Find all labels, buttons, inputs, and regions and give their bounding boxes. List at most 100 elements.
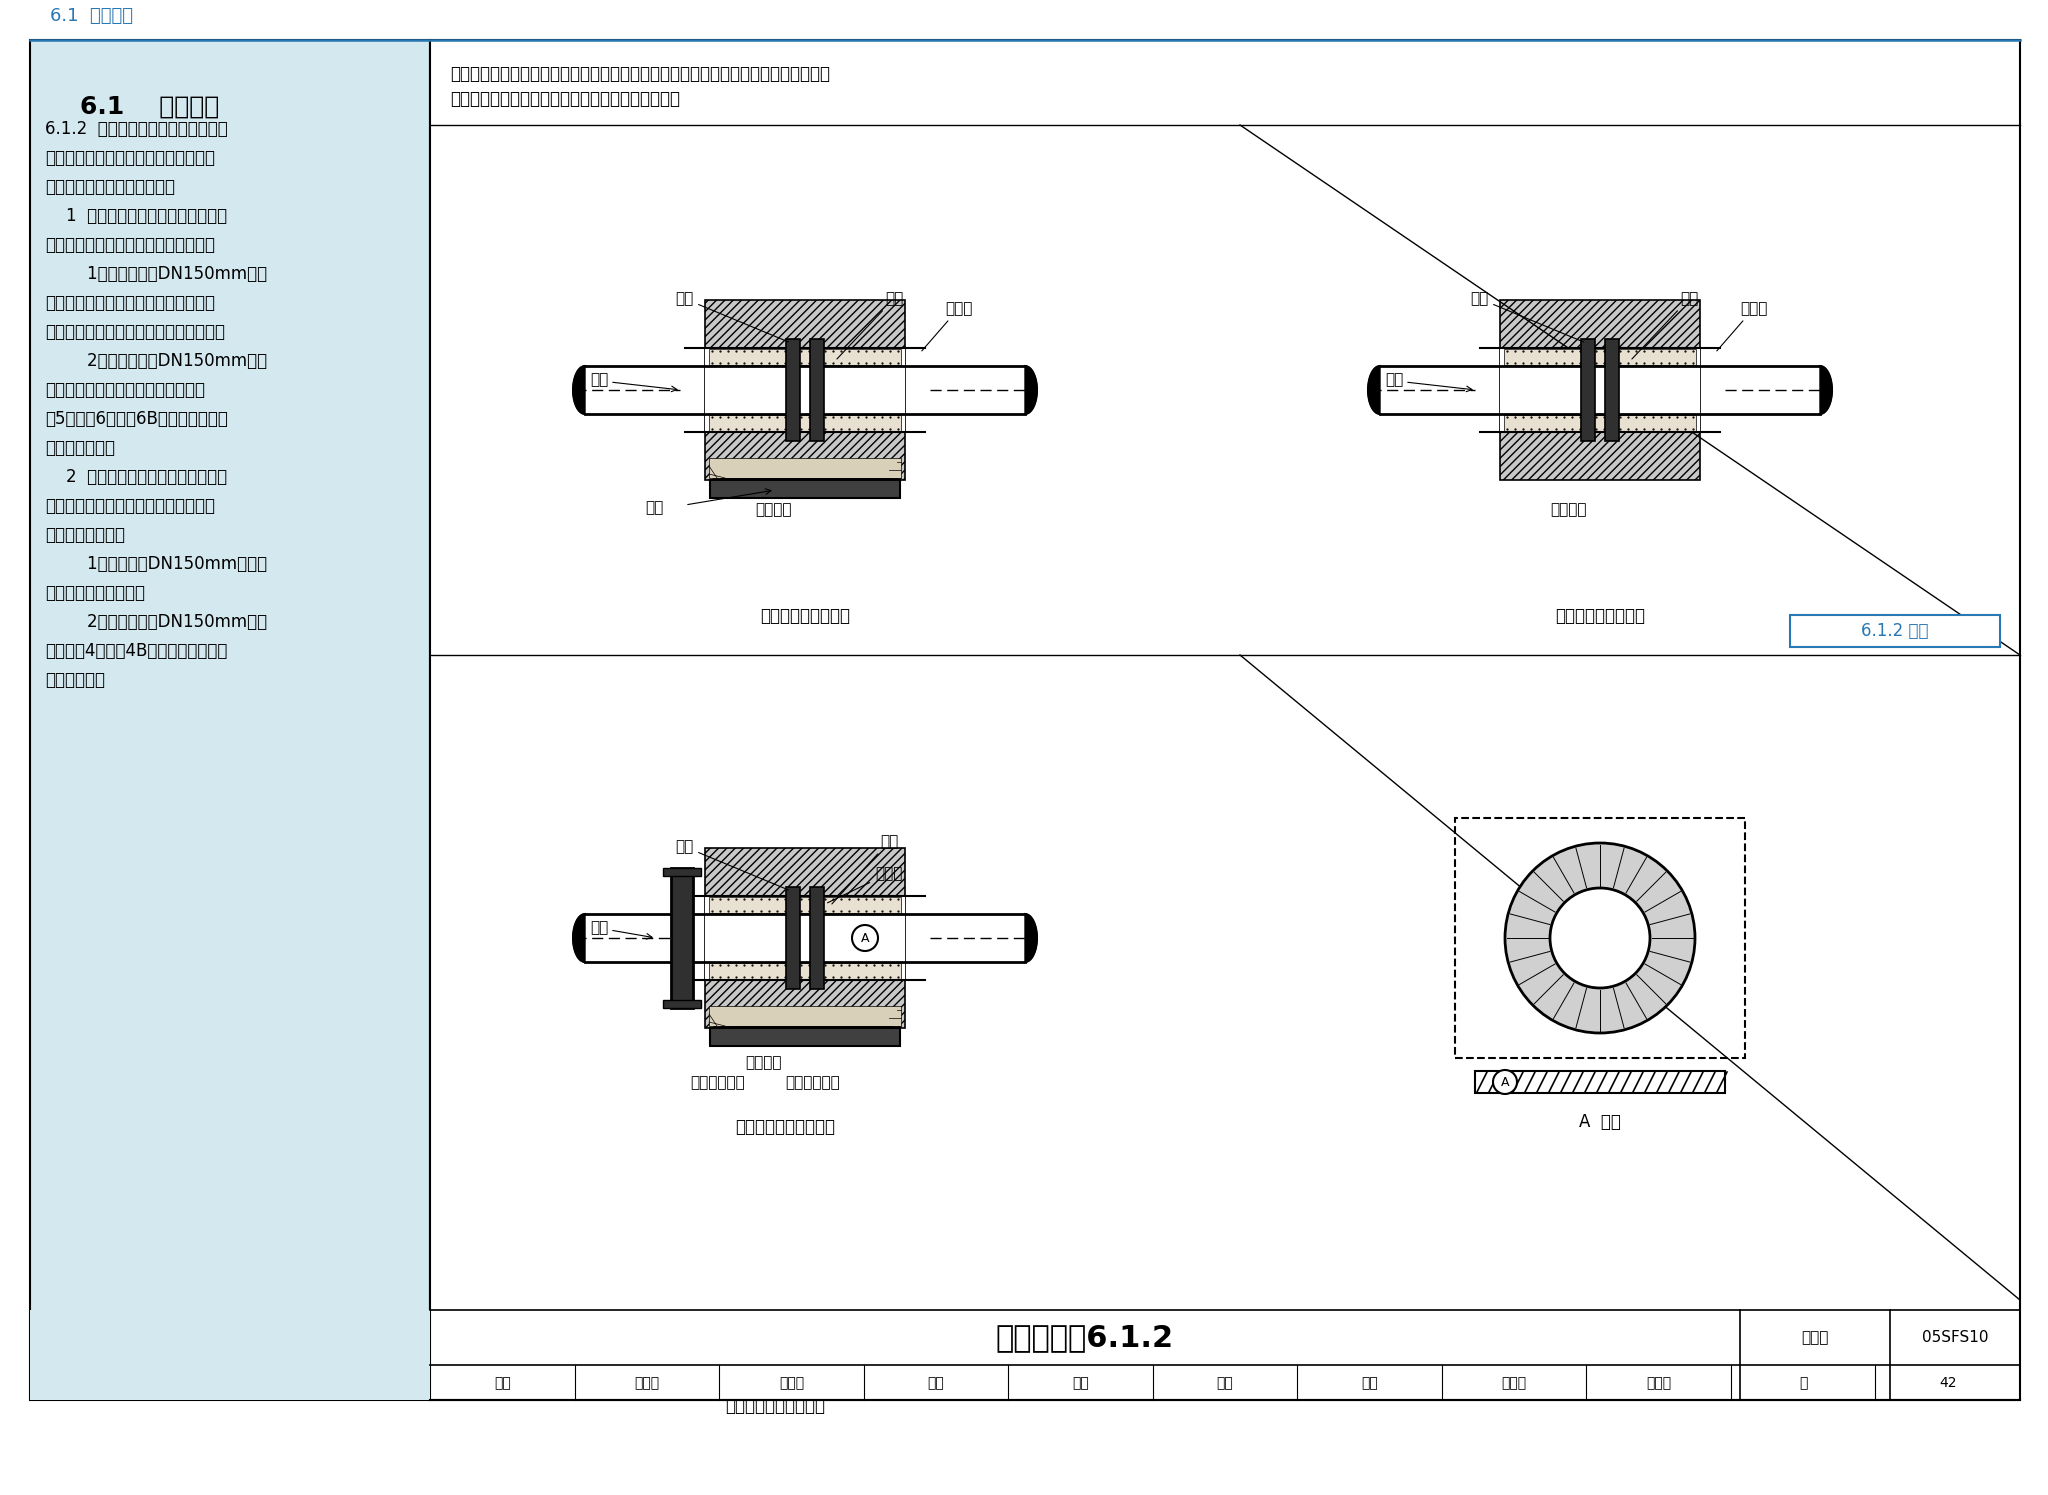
Text: 的刚性防水套管：: 的刚性防水套管： <box>45 526 125 544</box>
Text: 6.1.2  穿过人防围护结构的给水引入: 6.1.2 穿过人防围护结构的给水引入 <box>45 120 227 138</box>
Text: 龙勇: 龙勇 <box>1071 1375 1090 1390</box>
Text: 6.1  一般规定: 6.1 一般规定 <box>49 7 133 25</box>
Bar <box>1454 818 1745 1058</box>
Text: 石棉水泥: 石棉水泥 <box>745 1055 782 1070</box>
Bar <box>709 416 901 431</box>
Bar <box>711 1029 899 1046</box>
Text: 穿墙（穿板）处应设置外侧加防护挡板: 穿墙（穿板）处应设置外侧加防护挡板 <box>45 496 215 514</box>
Bar <box>664 869 700 876</box>
Polygon shape <box>1024 913 1036 961</box>
Text: 42: 42 <box>1939 1375 1956 1390</box>
Text: 丁志诚: 丁志诚 <box>1647 1375 1671 1390</box>
Text: 道穿过核4级、核4B级的甲类防空地下: 道穿过核4级、核4B级的甲类防空地下 <box>45 641 227 659</box>
Bar <box>709 1006 901 1026</box>
Text: 6.1.2 图示: 6.1.2 图示 <box>1862 622 1929 640</box>
Text: 加防护挡板套管图示三: 加防护挡板套管图示三 <box>735 1118 836 1136</box>
Text: 1）管径大于DN150mm的管道: 1）管径大于DN150mm的管道 <box>45 555 266 573</box>
Circle shape <box>1493 1070 1518 1094</box>
Text: 钢管: 钢管 <box>1384 372 1403 387</box>
Text: 下室临空墙时。: 下室临空墙时。 <box>45 440 115 457</box>
Text: 审核: 审核 <box>494 1375 510 1390</box>
Text: 油麻: 油麻 <box>1632 292 1698 359</box>
Polygon shape <box>1368 366 1380 414</box>
Text: 钢套管: 钢套管 <box>827 866 903 903</box>
Bar <box>709 457 901 478</box>
Text: 防空地下室内: 防空地下室内 <box>690 1075 745 1090</box>
Polygon shape <box>573 913 586 961</box>
Text: 翼环: 翼环 <box>676 292 788 342</box>
Text: 护密闭措施应符合下列要求：: 护密闭措施应符合下列要求： <box>45 178 174 196</box>
Text: 室临空墙时。: 室临空墙时。 <box>45 671 104 689</box>
Text: 校对: 校对 <box>928 1375 944 1390</box>
Text: 翼环: 翼环 <box>1470 292 1583 342</box>
Text: 页: 页 <box>1798 1375 1808 1390</box>
Text: 加防护挡板套管图示三: 加防护挡板套管图示三 <box>725 1396 825 1414</box>
Text: 钢管: 钢管 <box>590 372 608 387</box>
Text: 道穿过乙类防空地下室临空墙或穿过: 道穿过乙类防空地下室临空墙或穿过 <box>45 381 205 399</box>
Text: 石棉水泥: 石棉水泥 <box>1550 502 1587 517</box>
Text: 管处渗入的能力，这样才不影响防空地下室的安全。: 管处渗入的能力，这样才不影响防空地下室的安全。 <box>451 90 680 108</box>
Text: 丁志斌: 丁志斌 <box>1501 1375 1526 1390</box>
Bar <box>811 887 823 990</box>
Bar <box>705 896 905 981</box>
Bar <box>1606 339 1620 441</box>
Bar <box>1790 614 2001 647</box>
Bar <box>672 869 692 1008</box>
Text: A  挡板: A 挡板 <box>1579 1112 1620 1132</box>
Bar <box>811 339 823 441</box>
Text: 松树拴: 松树拴 <box>778 1375 805 1390</box>
Bar <box>1499 348 1700 432</box>
Polygon shape <box>573 366 586 414</box>
Text: 挡圈: 挡圈 <box>645 501 664 516</box>
Polygon shape <box>1821 366 1833 414</box>
Text: 管道穿墙、板的防护密闭措施，要具有抗一定压力的冲击波作用及防止核生化战剂由穿: 管道穿墙、板的防护密闭措施，要具有抗一定压力的冲击波作用及防止核生化战剂由穿 <box>451 64 829 84</box>
Circle shape <box>852 925 879 951</box>
Text: 1  符合以下条件之一的管道，在其: 1 符合以下条件之一的管道，在其 <box>45 206 227 226</box>
Text: 2）管径不大于DN150mm的管: 2）管径不大于DN150mm的管 <box>45 351 266 369</box>
Circle shape <box>1550 888 1651 988</box>
Text: 管、排水出户管、通气管、供油管的防: 管、排水出户管、通气管、供油管的防 <box>45 150 215 167</box>
Text: 一般规定－6.1.2: 一般规定－6.1.2 <box>995 1323 1174 1353</box>
Bar <box>705 348 905 432</box>
Text: 道穿过防空地下室的顶板、外墙、密闭: 道穿过防空地下室的顶板、外墙、密闭 <box>45 295 215 312</box>
Text: 龙多: 龙多 <box>1217 1375 1233 1390</box>
Text: 钢套管: 钢套管 <box>922 300 973 351</box>
Text: 刚性防水套管图示二: 刚性防水套管图示二 <box>1554 607 1645 625</box>
Text: 防空地下室外: 防空地下室外 <box>784 1075 840 1090</box>
Text: A: A <box>860 931 868 945</box>
Text: 刚性防水套管图示一: 刚性防水套管图示一 <box>760 607 850 625</box>
Text: 杨腊梅: 杨腊梅 <box>635 1375 659 1390</box>
Text: 油麻: 油麻 <box>838 292 903 359</box>
Bar <box>786 339 801 441</box>
Text: 穿过人防围护结构时；: 穿过人防围护结构时； <box>45 585 145 602</box>
Bar <box>705 848 905 1029</box>
Text: 钢管: 钢管 <box>590 921 608 936</box>
Text: 1）管径不大于DN150mm的管: 1）管径不大于DN150mm的管 <box>45 265 266 283</box>
Text: 设计: 设计 <box>1362 1375 1378 1390</box>
Text: 2  符合以下条件之一的管道，在其: 2 符合以下条件之一的管道，在其 <box>45 468 227 486</box>
Text: 隔墙及防护单元之间的防护密闭隔墙时；: 隔墙及防护单元之间的防护密闭隔墙时； <box>45 323 225 341</box>
Text: 6.1    一般规定: 6.1 一般规定 <box>80 96 219 120</box>
Text: 油麻: 油麻 <box>831 834 899 904</box>
Text: 石棉水泥: 石棉水泥 <box>756 502 791 517</box>
Bar <box>1475 1070 1724 1093</box>
Bar <box>664 1000 700 1008</box>
Text: 图集号: 图集号 <box>1802 1331 1829 1346</box>
Bar <box>430 40 2019 1399</box>
Bar <box>786 887 801 990</box>
Circle shape <box>1505 843 1696 1033</box>
Text: 核5级、核6级和核6B级的甲类防空地: 核5级、核6级和核6B级的甲类防空地 <box>45 410 227 428</box>
Bar <box>31 40 430 1399</box>
Bar <box>709 897 901 913</box>
Text: 2）管径不大于DN150mm的管: 2）管径不大于DN150mm的管 <box>45 613 266 631</box>
Text: 钢套管: 钢套管 <box>1716 300 1767 351</box>
Bar <box>711 480 899 498</box>
Text: 翼环: 翼环 <box>676 839 788 890</box>
Bar <box>709 348 901 365</box>
Bar <box>705 300 905 480</box>
Polygon shape <box>1024 366 1036 414</box>
Bar <box>1499 300 1700 480</box>
Bar <box>1503 416 1696 431</box>
Bar <box>31 1310 430 1399</box>
Text: 05SFS10: 05SFS10 <box>1921 1331 1989 1346</box>
